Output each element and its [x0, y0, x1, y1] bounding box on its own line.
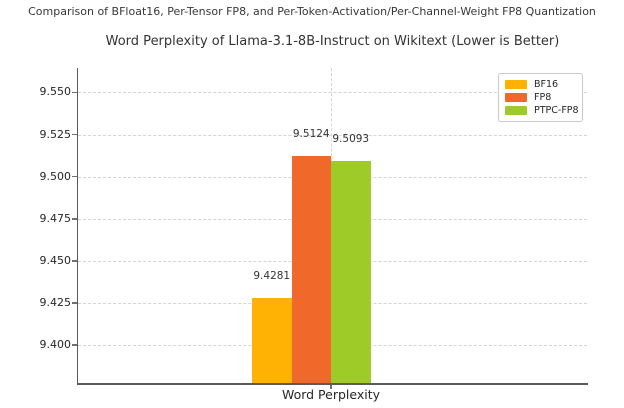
figure-suptitle: Comparison of BFloat16, Per-Tensor FP8, …: [28, 5, 596, 18]
bar-value-label-ptpc-fp8: 9.5093: [332, 132, 370, 145]
legend: BF16 FP8 PTPC-FP8: [498, 73, 583, 122]
y-tick-label: 9.475: [39, 211, 72, 225]
legend-swatch-fp8: [505, 93, 527, 102]
legend-label: PTPC-FP8: [534, 105, 579, 116]
y-tick-mark: [72, 91, 77, 94]
y-tick-label: 9.400: [39, 338, 72, 352]
bar-bf16: [252, 297, 292, 383]
legend-item: BF16: [505, 78, 579, 91]
bar-ptpc-fp8: [331, 160, 371, 383]
plot-area: 9.4281 9.5124 9.5093: [72, 68, 587, 389]
y-tick-label: 9.550: [39, 85, 72, 99]
legend-item: FP8: [505, 91, 579, 104]
legend-label: BF16: [534, 79, 559, 90]
y-tick-mark: [72, 133, 77, 136]
y-tick-mark: [72, 175, 77, 178]
y-tick-mark: [72, 260, 77, 262]
legend-item: PTPC-FP8: [505, 104, 579, 117]
legend-swatch-bf16: [505, 80, 527, 89]
y-tick-mark: [72, 218, 77, 220]
bar-fp8: [291, 155, 331, 383]
x-axis-spine: [76, 383, 588, 385]
bar-value-label-fp8: 9.5124: [292, 127, 330, 140]
y-tick-mark: [72, 302, 77, 304]
y-axis: 9.400 9.425 9.450 9.475 9.500 9.525 9.550: [0, 68, 72, 383]
y-axis-spine: [76, 68, 79, 383]
x-axis-label: Word Perplexity: [281, 387, 381, 402]
y-tick-label: 9.500: [39, 169, 72, 183]
y-tick-label: 9.425: [39, 295, 72, 309]
legend-swatch-ptpc-fp8: [505, 106, 527, 115]
bar-value-label-bf16: 9.4281: [253, 269, 291, 282]
chart-title: Word Perplexity of Llama-3.1-8B-Instruct…: [105, 34, 560, 49]
y-tick-label: 9.450: [39, 253, 72, 267]
y-tick-mark: [72, 344, 77, 346]
gridline-horizontal: [78, 134, 587, 136]
y-tick-label: 9.525: [39, 127, 72, 141]
gridline-horizontal: [78, 92, 587, 94]
legend-label: FP8: [534, 92, 552, 103]
x-tick-mark: [330, 385, 332, 389]
